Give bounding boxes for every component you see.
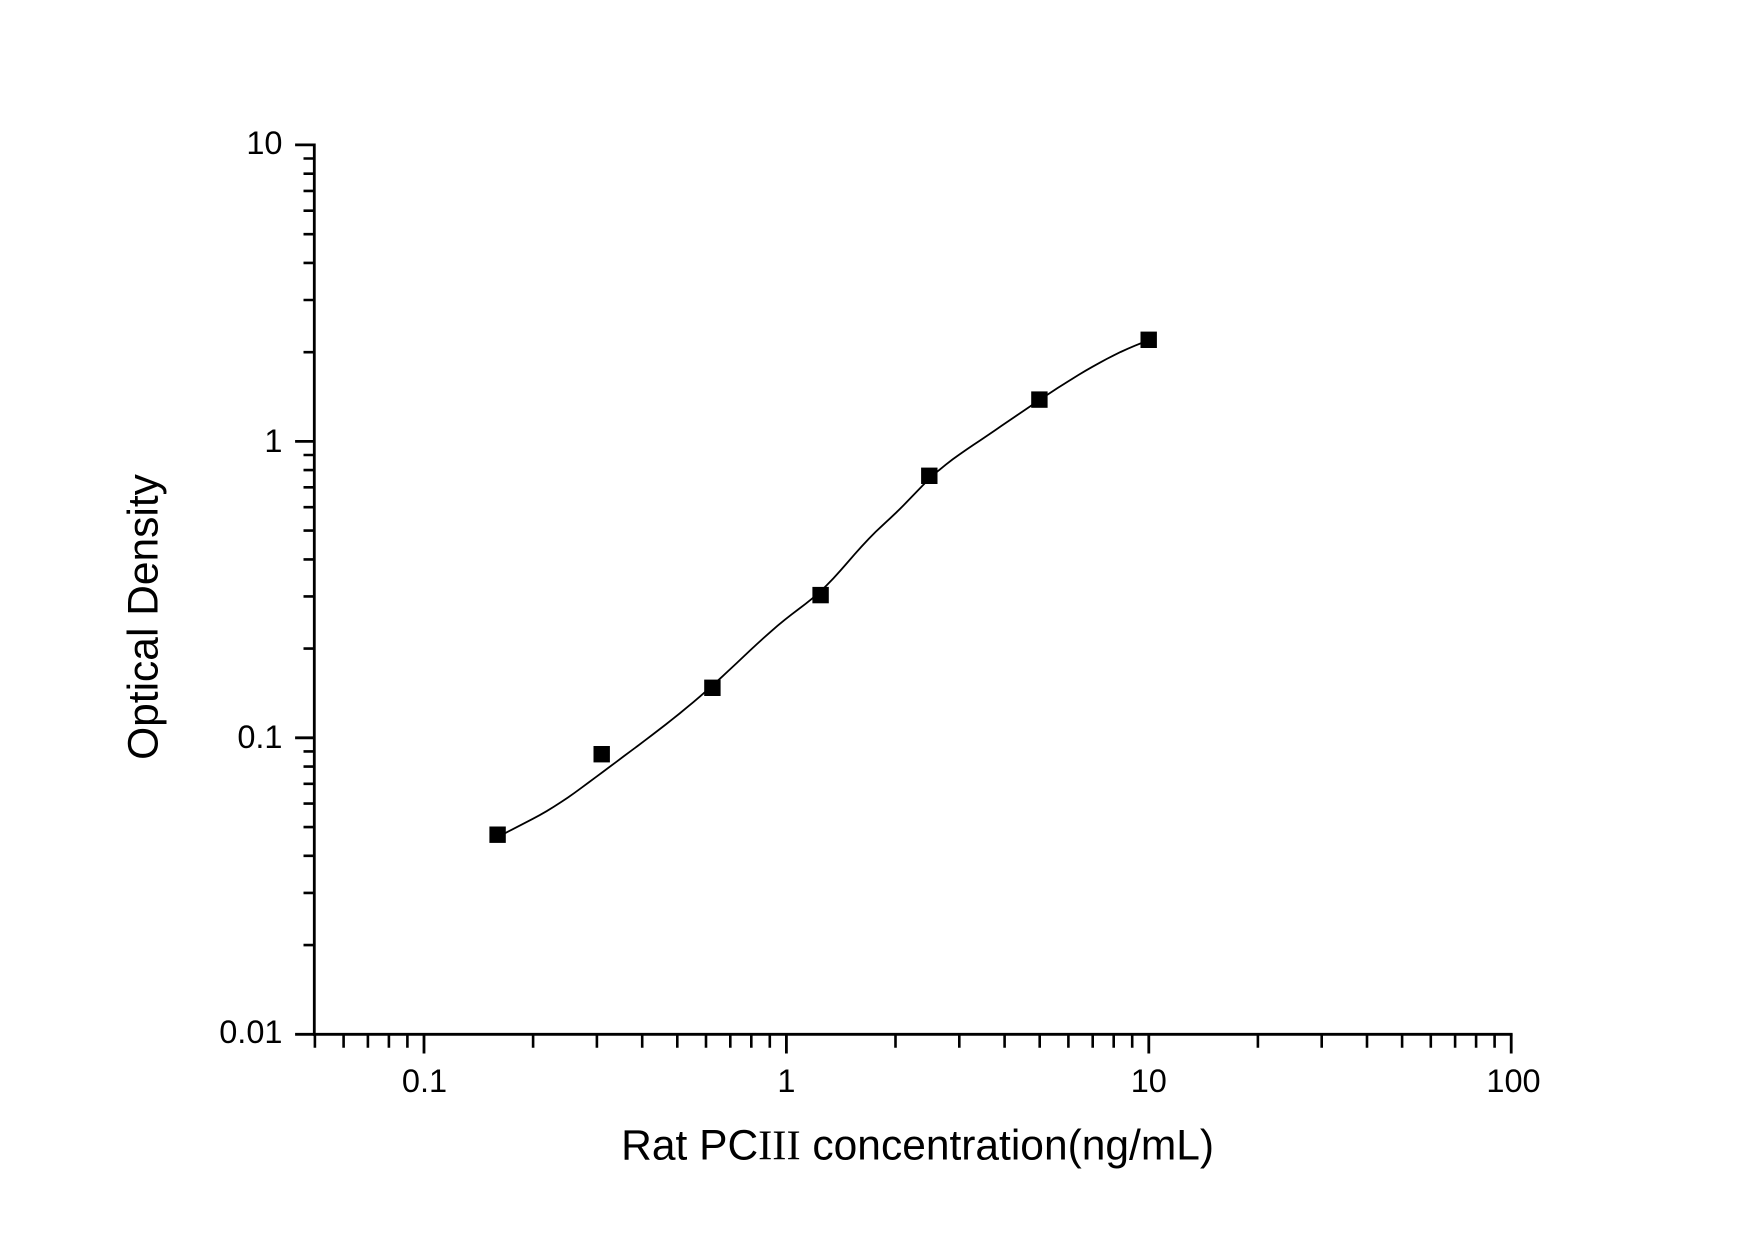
svg-text:0.01: 0.01 bbox=[219, 1014, 282, 1050]
svg-text:0.1: 0.1 bbox=[402, 1063, 447, 1099]
svg-text:10: 10 bbox=[246, 125, 282, 161]
svg-text:Optical Density: Optical Density bbox=[120, 473, 167, 760]
svg-text:0.1: 0.1 bbox=[237, 719, 282, 755]
svg-text:1: 1 bbox=[264, 423, 282, 459]
svg-text:10: 10 bbox=[1131, 1063, 1167, 1099]
svg-text:1: 1 bbox=[777, 1063, 795, 1099]
svg-text:Rat PCIII concentration(ng/mL): Rat PCIII concentration(ng/mL) bbox=[621, 1122, 1214, 1169]
svg-text:100: 100 bbox=[1486, 1063, 1540, 1099]
